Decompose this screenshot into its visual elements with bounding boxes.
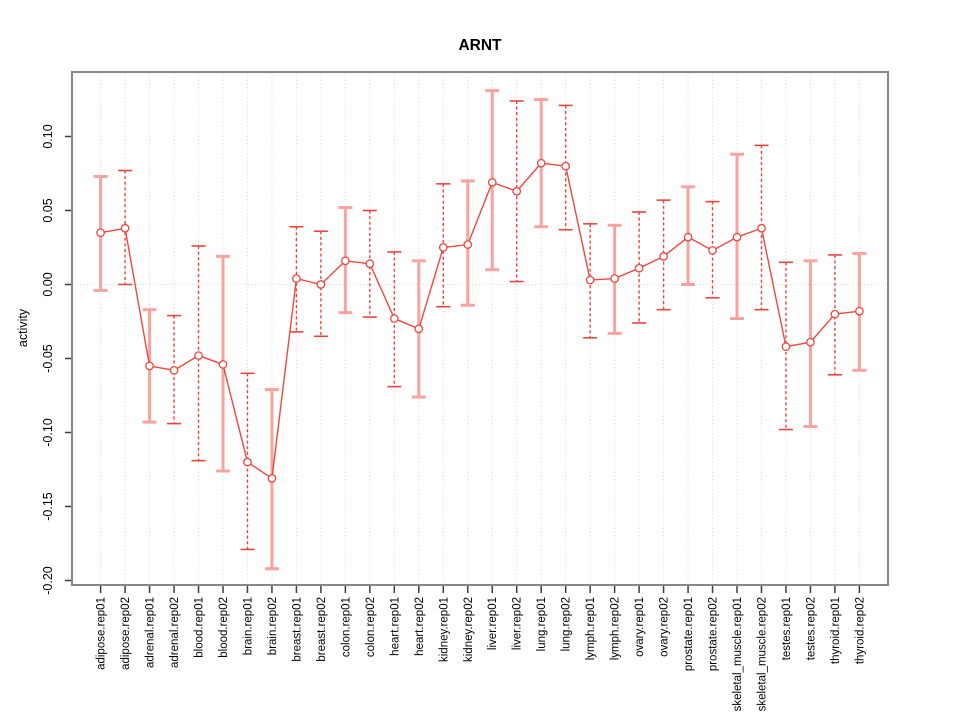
data-point-adrenal.rep02 (169, 365, 179, 375)
x-tick-label: kidney.rep02 (463, 597, 475, 662)
plot-box (71, 71, 889, 586)
y-tick-label: -0.20 (41, 566, 55, 595)
data-point-breast.rep02 (316, 280, 326, 289)
x-tick-label: prostate.rep02 (708, 597, 720, 671)
data-point-blood.rep02 (218, 360, 228, 369)
x-tick-label: heart.rep02 (414, 597, 426, 656)
data-point-blood.rep01 (194, 351, 203, 360)
error-bars (93, 89, 867, 571)
y-axis-label: activity (16, 308, 30, 347)
x-tick-label: colon.rep01 (340, 597, 352, 657)
data-point-colon.rep01 (341, 256, 350, 266)
x-tick-label: lymph.rep01 (585, 597, 597, 660)
data-point-thyroid.rep02 (855, 306, 864, 316)
data-point-adrenal.rep01 (145, 361, 154, 371)
y-tick-label: -0.15 (41, 492, 55, 521)
data-point-liver.rep02 (512, 186, 522, 196)
x-tick-label: blood.rep02 (218, 597, 230, 658)
error-bar-kidney.rep01 (436, 183, 451, 308)
x-tick-label: adipose.rep02 (120, 597, 132, 670)
data-point-prostate.rep02 (708, 246, 717, 255)
x-tick-label: brain.rep02 (267, 597, 279, 655)
x-tick-label: prostate.rep01 (683, 597, 695, 671)
data-point-testes.rep02 (806, 337, 815, 347)
data-point-kidney.rep02 (463, 240, 473, 249)
x-tick-label: liver.rep02 (512, 597, 524, 650)
x-tick-label: ovary.rep01 (634, 597, 646, 657)
x-tick-label: adrenal.rep02 (169, 597, 181, 668)
data-point-heart.rep01 (389, 314, 399, 323)
gridlines (73, 73, 887, 584)
data-point-testes.rep01 (781, 342, 791, 352)
data-point-thyroid.rep01 (830, 309, 840, 319)
series-line (100, 162, 860, 480)
data-points (96, 158, 864, 483)
x-tick-label: testes.rep01 (781, 597, 793, 660)
data-point-adipose.rep02 (120, 223, 130, 233)
data-point-brain.rep02 (267, 474, 277, 483)
data-point-adipose.rep01 (96, 228, 105, 238)
data-point-colon.rep02 (365, 259, 375, 269)
x-tick-label: kidney.rep01 (438, 597, 450, 662)
x-tick-label: adipose.rep01 (96, 597, 108, 670)
x-tick-label: blood.rep01 (194, 597, 206, 658)
error-bar-skeletal_muscle.rep02 (754, 144, 769, 311)
data-point-lymph.rep01 (585, 275, 595, 285)
y-tick-label: -0.10 (41, 418, 55, 447)
x-tick-label: brain.rep01 (242, 597, 254, 655)
x-tick-label: thyroid.rep02 (854, 597, 866, 664)
y-tick-label: -0.05 (41, 344, 55, 373)
chart-title: ARNT (458, 37, 502, 54)
x-axis: adipose.rep01 adipose.rep02 adrenal.rep01 a… (96, 586, 866, 711)
data-point-breast.rep01 (292, 274, 301, 283)
x-tick-label: ovary.rep02 (659, 597, 671, 657)
error-bar-prostate.rep02 (705, 200, 720, 299)
x-tick-label: lung.rep02 (561, 597, 573, 651)
error-bar-testes.rep01 (778, 261, 793, 431)
x-tick-label: skeletal_muscle.rep02 (756, 597, 768, 711)
data-point-liver.rep01 (487, 178, 497, 187)
error-bar-adrenal.rep02 (167, 314, 182, 425)
x-tick-label: heart.rep01 (389, 597, 401, 656)
x-tick-label: skeletal_muscle.rep01 (732, 597, 744, 711)
data-point-lung.rep02 (561, 161, 571, 171)
x-tick-label: breast.rep02 (316, 597, 328, 662)
data-point-skeletal_muscle.rep02 (757, 223, 766, 233)
data-point-brain.rep01 (243, 457, 252, 467)
data-point-ovary.rep02 (659, 252, 668, 261)
data-point-prostate.rep01 (683, 232, 693, 242)
data-point-heart.rep02 (414, 324, 424, 334)
y-tick-label: 0.05 (41, 198, 55, 222)
error-bar-thyroid.rep01 (827, 254, 842, 376)
x-tick-label: colon.rep02 (365, 597, 377, 657)
y-axis: 0.10 0.05 0.00 -0.05 -0.10 -0.15 -0.20 (41, 124, 71, 595)
y-tick-label: 0.00 (41, 272, 55, 296)
data-point-skeletal_muscle.rep01 (732, 232, 742, 242)
data-point-kidney.rep01 (438, 243, 448, 252)
x-tick-label: lung.rep01 (536, 597, 548, 651)
error-bar-brain.rep01 (240, 372, 255, 551)
x-tick-label: thyroid.rep01 (830, 597, 842, 664)
data-point-ovary.rep01 (634, 263, 644, 273)
x-tick-label: liver.rep01 (487, 597, 499, 650)
y-tick-label: 0.10 (41, 124, 55, 148)
error-bar-ovary.rep01 (632, 211, 647, 324)
x-tick-label: testes.rep02 (805, 597, 817, 660)
x-tick-label: lymph.rep02 (610, 597, 622, 660)
x-tick-label: breast.rep01 (291, 597, 303, 662)
data-point-lymph.rep02 (610, 274, 619, 283)
x-tick-label: adrenal.rep01 (145, 597, 157, 668)
data-point-lung.rep01 (536, 158, 546, 168)
error-bar-ovary.rep02 (656, 199, 671, 311)
